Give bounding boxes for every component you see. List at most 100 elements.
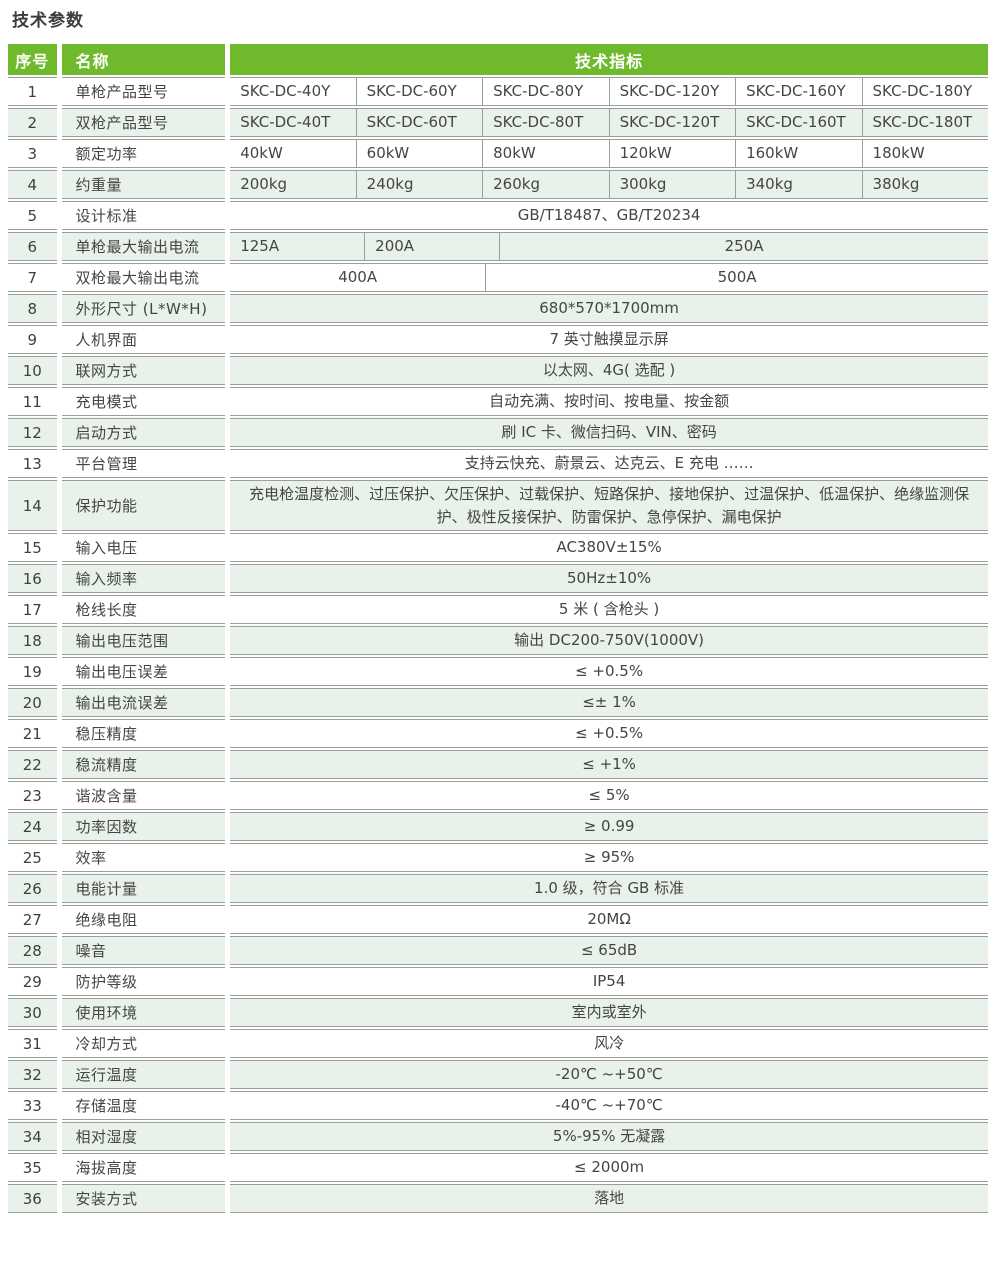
row-values: 680*570*1700mm bbox=[230, 294, 988, 323]
row-value: 500A bbox=[485, 264, 988, 291]
row-values: 200kg 240kg 260kg 300kg 340kg 380kg bbox=[230, 170, 988, 199]
row-values: 支持云快充、蔚景云、达克云、E 充电 …… bbox=[230, 449, 988, 478]
row-value: 120kW bbox=[608, 140, 735, 167]
row-value: SKC-DC-120Y bbox=[608, 78, 735, 105]
row-values: -20℃ ~+50℃ bbox=[230, 1060, 988, 1089]
row-value: 5%-95% 无凝露 bbox=[552, 1127, 666, 1146]
row-values: -40℃ ~+70℃ bbox=[230, 1091, 988, 1120]
row-values: ≤ +0.5% bbox=[230, 657, 988, 686]
row-label: 外形尺寸 (L*W*H) bbox=[61, 294, 226, 323]
row-values: 1.0 级，符合 GB 标准 bbox=[230, 874, 988, 903]
table-row: 34 相对湿度 5%-95% 无凝露 bbox=[8, 1122, 988, 1151]
row-number: 25 bbox=[8, 843, 57, 872]
row-label: 启动方式 bbox=[61, 418, 226, 447]
row-label: 单枪产品型号 bbox=[61, 77, 226, 106]
row-value: 40kW bbox=[240, 144, 283, 163]
table-row: 9 人机界面 7 英寸触摸显示屏 bbox=[8, 325, 988, 354]
table-row: 4 约重量 200kg 240kg 260kg 300kg 340kg 380kg bbox=[8, 170, 988, 199]
table-row: 17 枪线长度 5 米 ( 含枪头 ) bbox=[8, 595, 988, 624]
row-label: 输入电压 bbox=[61, 533, 226, 562]
row-label: 充电模式 bbox=[61, 387, 226, 416]
row-values: ≤ 5% bbox=[230, 781, 988, 810]
table-row: 13 平台管理 支持云快充、蔚景云、达克云、E 充电 …… bbox=[8, 449, 988, 478]
row-number: 28 bbox=[8, 936, 57, 965]
row-value: 室内或室外 bbox=[571, 1003, 647, 1022]
row-values: ≤ 2000m bbox=[230, 1153, 988, 1182]
row-number: 19 bbox=[8, 657, 57, 686]
row-value: SKC-DC-60T bbox=[355, 109, 482, 136]
row-values: 125A 200A 250A bbox=[230, 232, 988, 261]
table-row: 8 外形尺寸 (L*W*H) 680*570*1700mm bbox=[8, 294, 988, 323]
row-values: AC380V±15% bbox=[230, 533, 988, 562]
row-value: 以太网、4G( 选配 ) bbox=[542, 361, 676, 380]
row-values: ≥ 95% bbox=[230, 843, 988, 872]
table-row: 15 输入电压 AC380V±15% bbox=[8, 533, 988, 562]
row-number: 33 bbox=[8, 1091, 57, 1120]
row-number: 3 bbox=[8, 139, 57, 168]
row-value: SKC-DC-160T bbox=[735, 109, 861, 136]
table-row: 1 单枪产品型号 SKC-DC-40Y SKC-DC-60Y SKC-DC-80Y SKC… bbox=[8, 77, 988, 106]
row-number: 11 bbox=[8, 387, 57, 416]
table-row: 31 冷却方式 风冷 bbox=[8, 1029, 988, 1058]
row-number: 12 bbox=[8, 418, 57, 447]
row-label: 人机界面 bbox=[61, 325, 226, 354]
spec-table: 序号 名称 技术指标 1 单枪产品型号 SKC-DC-40Y SKC-DC-60Y SK… bbox=[3, 42, 993, 1215]
row-value: 260kg bbox=[482, 171, 608, 198]
row-value: 7 英寸触摸显示屏 bbox=[549, 330, 669, 349]
row-values: 室内或室外 bbox=[230, 998, 988, 1027]
row-value: SKC-DC-180Y bbox=[861, 78, 988, 105]
table-row: 5 设计标准 GB/T18487、GB/T20234 bbox=[8, 201, 988, 230]
row-number: 16 bbox=[8, 564, 57, 593]
row-value: 50Hz±10% bbox=[567, 569, 652, 588]
row-value: 60kW bbox=[355, 140, 482, 167]
table-row: 18 输出电压范围 输出 DC200-750V(1000V) bbox=[8, 626, 988, 655]
row-label: 效率 bbox=[61, 843, 226, 872]
row-value: SKC-DC-40T bbox=[240, 113, 331, 132]
row-label: 额定功率 bbox=[61, 139, 226, 168]
row-number: 32 bbox=[8, 1060, 57, 1089]
row-value: 680*570*1700mm bbox=[539, 299, 679, 318]
row-value: SKC-DC-60Y bbox=[355, 78, 482, 105]
row-number: 21 bbox=[8, 719, 57, 748]
row-value: ≤ +1% bbox=[582, 755, 636, 774]
row-label: 输入频率 bbox=[61, 564, 226, 593]
row-value: SKC-DC-180T bbox=[861, 109, 988, 136]
row-values: GB/T18487、GB/T20234 bbox=[230, 201, 988, 230]
table-row: 14 保护功能 充电枪温度检测、过压保护、欠压保护、过载保护、短路保护、接地保护、过… bbox=[8, 480, 988, 531]
row-number: 5 bbox=[8, 201, 57, 230]
row-value: ≥ 0.99 bbox=[583, 817, 635, 836]
table-row: 22 稳流精度 ≤ +1% bbox=[8, 750, 988, 779]
row-values: IP54 bbox=[230, 967, 988, 996]
table-row: 32 运行温度 -20℃ ~+50℃ bbox=[8, 1060, 988, 1089]
table-row: 36 安装方式 落地 bbox=[8, 1184, 988, 1213]
row-number: 6 bbox=[8, 232, 57, 261]
row-value: SKC-DC-40Y bbox=[240, 82, 331, 101]
row-number: 20 bbox=[8, 688, 57, 717]
row-label: 设计标准 bbox=[61, 201, 226, 230]
row-label: 安装方式 bbox=[61, 1184, 226, 1213]
row-values: SKC-DC-40T SKC-DC-60T SKC-DC-80T SKC-DC-120… bbox=[230, 108, 988, 137]
row-value: 1.0 级，符合 GB 标准 bbox=[534, 879, 685, 898]
table-row: 7 双枪最大输出电流 400A 500A bbox=[8, 263, 988, 292]
row-values: 5 米 ( 含枪头 ) bbox=[230, 595, 988, 624]
row-label: 使用环境 bbox=[61, 998, 226, 1027]
row-values: 充电枪温度检测、过压保护、欠压保护、过载保护、短路保护、接地保护、过温保护、低温… bbox=[230, 480, 988, 531]
table-row: 10 联网方式 以太网、4G( 选配 ) bbox=[8, 356, 988, 385]
row-number: 4 bbox=[8, 170, 57, 199]
row-number: 23 bbox=[8, 781, 57, 810]
row-number: 18 bbox=[8, 626, 57, 655]
row-value: 落地 bbox=[594, 1189, 625, 1208]
row-value: 160kW bbox=[735, 140, 861, 167]
row-label: 约重量 bbox=[61, 170, 226, 199]
table-row: 20 输出电流误差 ≤± 1% bbox=[8, 688, 988, 717]
row-label: 双枪产品型号 bbox=[61, 108, 226, 137]
row-value: 180kW bbox=[861, 140, 988, 167]
row-label: 运行温度 bbox=[61, 1060, 226, 1089]
row-number: 24 bbox=[8, 812, 57, 841]
header-col-no: 序号 bbox=[8, 44, 57, 75]
row-label: 存储温度 bbox=[61, 1091, 226, 1120]
row-value: 风冷 bbox=[594, 1034, 625, 1053]
table-header: 序号 名称 技术指标 bbox=[8, 44, 988, 75]
row-value: 200A bbox=[364, 233, 499, 260]
row-value: 刷 IC 卡、微信扫码、VIN、密码 bbox=[501, 423, 717, 442]
